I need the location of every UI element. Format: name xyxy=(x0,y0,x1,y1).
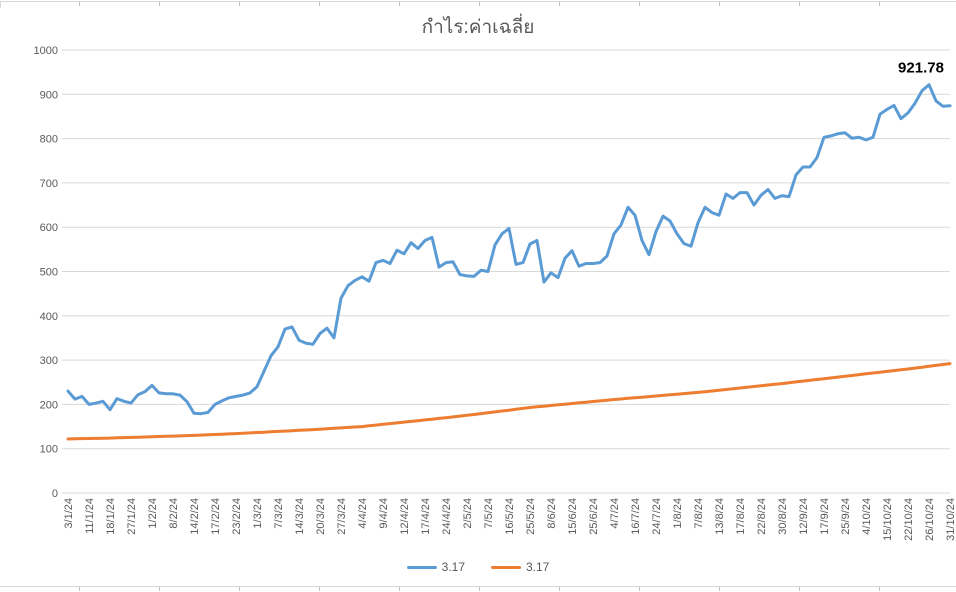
y-tick-label: 200 xyxy=(40,399,58,411)
x-tick-label: 31/10/24 xyxy=(945,498,956,541)
x-tick-label: 23/2/24 xyxy=(231,498,243,535)
x-tick-label: 7/3/24 xyxy=(273,498,285,529)
x-tick-label: 4/7/24 xyxy=(609,498,621,529)
y-tick-label: 0 xyxy=(52,488,58,500)
x-tick-label: 24/4/24 xyxy=(441,498,453,535)
y-tick-label: 900 xyxy=(40,89,58,101)
x-tick-label: 14/2/24 xyxy=(189,498,201,535)
series1-line-swatch-icon xyxy=(406,565,437,569)
spreadsheet-bottom-gridline xyxy=(0,586,956,592)
x-tick-label: 12/9/24 xyxy=(798,498,810,535)
x-tick-label: 16/5/24 xyxy=(504,498,516,535)
x-tick-label: 7/5/24 xyxy=(483,498,495,529)
x-tick-label: 7/8/24 xyxy=(693,498,705,529)
legend-label-series1: 3.17 xyxy=(441,560,465,574)
x-tick-label: 2/5/24 xyxy=(462,498,474,529)
x-tick-label: 4/4/24 xyxy=(357,498,369,529)
x-tick-label: 13/8/24 xyxy=(714,498,726,535)
y-tick-label: 700 xyxy=(40,178,58,190)
y-tick-label: 500 xyxy=(40,267,58,279)
x-tick-label: 8/6/24 xyxy=(546,498,558,529)
chart-legend: 3.17 3.17 xyxy=(0,560,956,574)
legend-label-series2: 3.17 xyxy=(526,560,550,574)
y-tick-label: 800 xyxy=(40,134,58,146)
x-tick-label: 22/10/24 xyxy=(903,498,915,541)
y-tick-label: 100 xyxy=(40,444,58,456)
x-tick-label: 15/6/24 xyxy=(567,498,579,535)
legend-item-series2[interactable]: 3.17 xyxy=(491,560,549,574)
x-tick-label: 20/3/24 xyxy=(315,498,327,535)
x-tick-label: 14/3/24 xyxy=(294,498,306,535)
x-tick-label: 16/7/24 xyxy=(630,498,642,535)
x-tick-label: 17/9/24 xyxy=(819,498,831,535)
x-tick-label: 1/2/24 xyxy=(147,498,159,529)
x-tick-label: 11/1/24 xyxy=(84,498,96,534)
x-tick-label: 9/4/24 xyxy=(378,498,390,529)
x-tick-label: 27/3/24 xyxy=(336,498,348,535)
x-tick-label: 12/4/24 xyxy=(399,498,411,535)
max-point-data-label: 921.78 xyxy=(898,60,944,77)
x-tick-label: 17/2/24 xyxy=(210,498,222,535)
y-tick-label: 300 xyxy=(40,355,58,367)
chart-title: กำไร:ค่าเฉลี่ย xyxy=(421,17,535,38)
series2-line-swatch-icon xyxy=(491,565,521,569)
x-tick-label: 17/4/24 xyxy=(420,498,432,535)
legend-item-series1[interactable]: 3.17 xyxy=(406,560,465,574)
x-tick-label: 18/1/24 xyxy=(105,498,117,535)
x-tick-label: 3/1/24 xyxy=(63,498,75,529)
x-tick-label: 25/5/24 xyxy=(525,498,537,535)
x-tick-label: 1/3/24 xyxy=(252,498,264,529)
spreadsheet-left-gridline xyxy=(0,1,1,8)
x-tick-label: 27/1/24 xyxy=(126,498,138,535)
x-tick-label: 24/7/24 xyxy=(651,498,663,535)
x-tick-label: 25/9/24 xyxy=(840,498,852,535)
x-tick-label: 26/10/24 xyxy=(924,498,936,541)
spreadsheet-top-gridline xyxy=(0,1,956,7)
x-tick-label: 17/8/24 xyxy=(735,498,747,535)
x-tick-label: 15/10/24 xyxy=(882,498,894,541)
y-tick-label: 600 xyxy=(40,222,58,234)
y-tick-label: 400 xyxy=(40,311,58,323)
x-tick-label: 25/6/24 xyxy=(588,498,600,535)
y-tick-label: 1000 xyxy=(34,45,58,57)
x-tick-label: 4/10/24 xyxy=(861,498,873,535)
series-line-2 xyxy=(66,362,952,441)
series-line-1 xyxy=(66,83,952,416)
x-tick-label: 8/2/24 xyxy=(168,498,180,529)
x-tick-label: 30/8/24 xyxy=(777,498,789,535)
x-tick-label: 1/8/24 xyxy=(672,498,684,529)
x-tick-label: 22/8/24 xyxy=(756,498,768,535)
